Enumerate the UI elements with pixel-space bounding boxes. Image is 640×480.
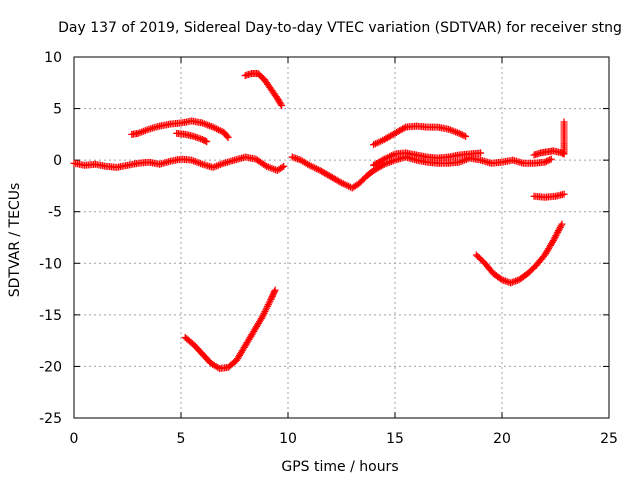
- plot-border: [73, 56, 610, 419]
- data-point: [271, 286, 279, 294]
- data-point: [542, 157, 550, 165]
- data-point: [224, 133, 232, 141]
- y-axis-label: SDTVAR / TECUs: [7, 183, 23, 298]
- series-arc-upper-left: [128, 117, 232, 141]
- data-point: [560, 190, 568, 198]
- x-tick-label: 5: [177, 431, 186, 447]
- data-point: [541, 158, 549, 166]
- data-point: [267, 295, 275, 303]
- chart-title: Day 137 of 2019, Sidereal Day-to-day VTE…: [58, 20, 622, 36]
- series-short-right-positive: [530, 118, 568, 159]
- data-point: [270, 289, 278, 297]
- data-point: [462, 132, 470, 140]
- y-tick-label: 0: [53, 153, 62, 169]
- x-axis: 0 5 10 15 20 25: [70, 57, 618, 447]
- data-point: [201, 137, 209, 145]
- series-arc-upper-left-b: [173, 129, 211, 146]
- data-point: [278, 101, 286, 109]
- data-point: [223, 132, 231, 140]
- data-point: [544, 157, 552, 165]
- data-point: [457, 130, 465, 138]
- data-point: [458, 131, 466, 139]
- data-point: [546, 156, 554, 164]
- data-point: [547, 155, 555, 163]
- plot-frame: [73, 56, 610, 419]
- y-tick-label: -10: [39, 256, 62, 272]
- data-series: [70, 70, 568, 372]
- series-arc-high: [241, 70, 286, 109]
- data-point: [558, 220, 566, 228]
- data-point: [278, 163, 286, 171]
- series-arc-lower-right: [472, 220, 566, 287]
- data-point: [497, 275, 505, 283]
- x-axis-label: GPS time / hours: [281, 459, 398, 475]
- y-tick-label: 10: [44, 50, 62, 66]
- series-baseline-b: [288, 153, 555, 192]
- series-baseline-a: [70, 153, 288, 174]
- data-point: [400, 124, 408, 132]
- y-tick-label: -5: [48, 205, 62, 221]
- series-baseline-c: [370, 149, 485, 169]
- data-point: [560, 118, 568, 126]
- data-point: [460, 132, 468, 140]
- y-axis: -25 -20 -15 -10 -5 0 5 10: [39, 50, 609, 427]
- data-point: [477, 149, 485, 157]
- y-tick-label: 5: [53, 102, 62, 118]
- x-tick-label: 10: [279, 431, 297, 447]
- y-tick-label: -20: [39, 359, 62, 375]
- y-tick-label: -25: [39, 411, 62, 427]
- y-tick-label: -15: [39, 308, 62, 324]
- x-tick-label: 15: [386, 431, 404, 447]
- data-point: [203, 138, 211, 146]
- data-point: [270, 288, 278, 296]
- data-point: [557, 222, 565, 230]
- series-arc-low: [181, 286, 279, 372]
- data-point: [455, 129, 463, 137]
- data-point: [268, 294, 276, 302]
- data-point: [268, 292, 276, 300]
- series-short-right-negative: [530, 190, 568, 201]
- series-arc-upper-right: [370, 122, 470, 149]
- data-point: [269, 291, 277, 299]
- x-tick-label: 25: [600, 431, 618, 447]
- data-point: [277, 100, 285, 108]
- x-tick-label: 20: [493, 431, 511, 447]
- x-tick-label: 0: [70, 431, 79, 447]
- data-point: [280, 162, 288, 170]
